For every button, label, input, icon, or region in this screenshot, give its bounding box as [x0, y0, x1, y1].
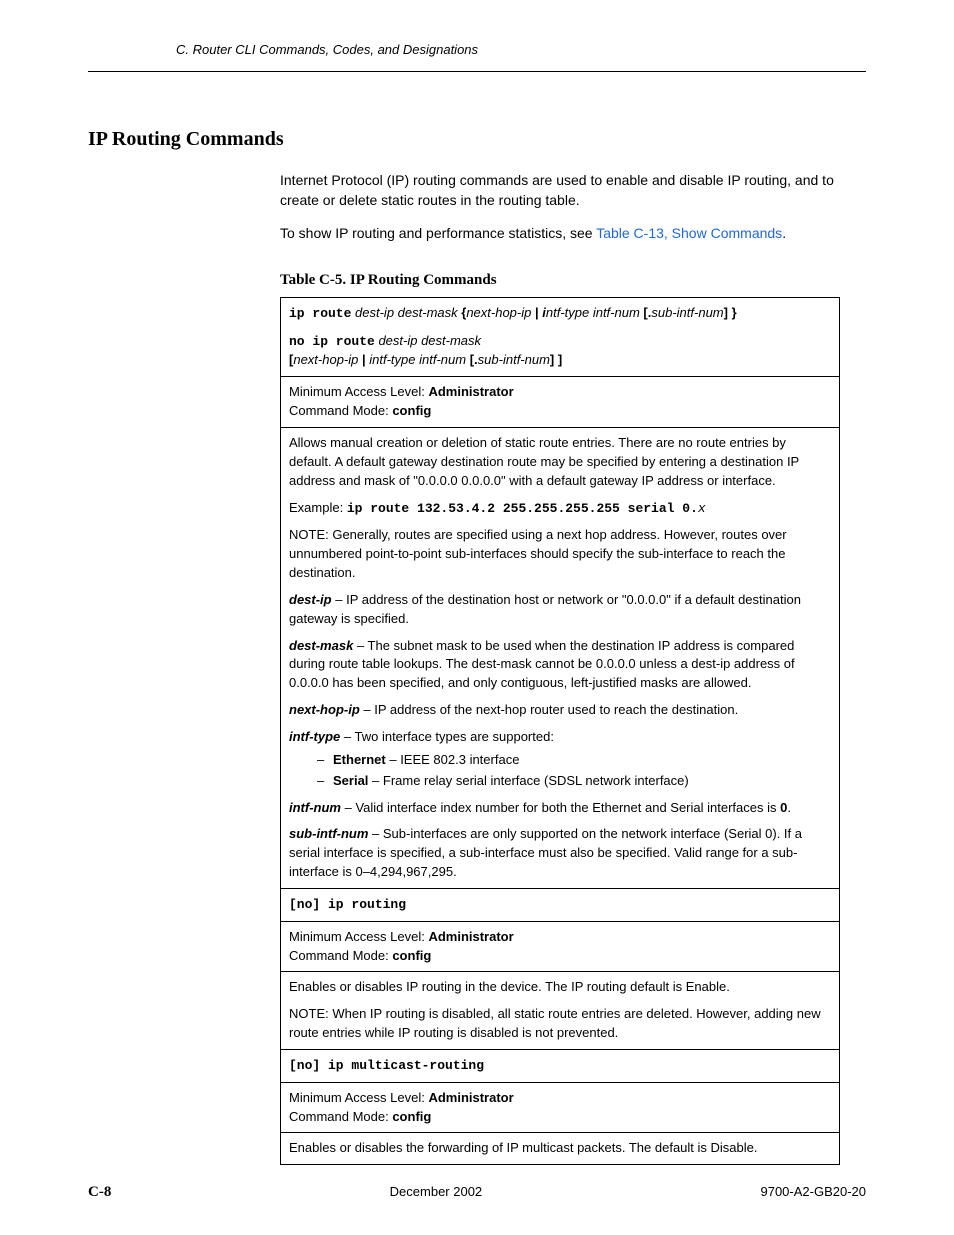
intro-paragraph-2: To show IP routing and performance stati…: [280, 224, 834, 244]
desc-multicast: Enables or disables the forwarding of IP…: [281, 1133, 840, 1165]
table-row: Minimum Access Level: Administrator Comm…: [281, 1082, 840, 1133]
opt-intf2: intf-type intf-num: [369, 352, 466, 367]
text-destip: – IP address of the destination host or …: [289, 592, 801, 626]
access-value: Administrator: [428, 384, 513, 399]
opt-next-hop2: next-hop-ip: [293, 352, 358, 367]
page-footer: C-8 December 2002 9700-A2-GB20-20: [0, 1184, 954, 1201]
term-destmask: dest-mask: [289, 638, 353, 653]
desc-multicast-para: Enables or disables the forwarding of IP…: [289, 1139, 831, 1158]
description-cell: Allows manual creation or deletion of st…: [281, 428, 840, 889]
running-header-text: C. Router CLI Commands, Codes, and Desig…: [176, 42, 778, 63]
access-label: Minimum Access Level:: [289, 929, 428, 944]
access-label: Minimum Access Level:: [289, 384, 428, 399]
mode-value: config: [392, 403, 431, 418]
access-mode-cell-3: Minimum Access Level: Administrator Comm…: [281, 1082, 840, 1133]
table-row: Allows manual creation or deletion of st…: [281, 428, 840, 889]
desc-nexthop: next-hop-ip – IP address of the next-hop…: [289, 701, 831, 720]
args2: dest-ip dest-mask: [375, 333, 481, 348]
term-subintf: sub-intf-num: [289, 826, 368, 841]
desc-example: Example: ip route 132.53.4.2 255.255.255…: [289, 499, 831, 519]
brace-close: }: [728, 305, 737, 320]
list-item: Serial – Frame relay serial interface (S…: [317, 772, 831, 791]
example-cmd: ip route 132.53.4.2 255.255.255.255 seri…: [347, 501, 698, 516]
table-caption: Table C-5. IP Routing Commands: [280, 272, 954, 289]
args: dest-ip dest-mask: [351, 305, 461, 320]
desc-subintf: sub-intf-num – Sub-interfaces are only s…: [289, 825, 831, 882]
desc-ip-routing-note: NOTE: When IP routing is disabled, all s…: [289, 1005, 831, 1043]
table-row: [no] ip routing: [281, 888, 840, 921]
sub-intf: sub-intf-num: [651, 305, 723, 320]
bracket-close2: ]: [554, 352, 562, 367]
term-intftype: intf-type: [289, 729, 340, 744]
show-commands-link[interactable]: Table C-13, Show Commands: [596, 225, 782, 241]
page-number: C-8: [88, 1184, 111, 1201]
intf-type-list: Ethernet – IEEE 802.3 interface Serial –…: [317, 751, 831, 791]
access-label: Minimum Access Level:: [289, 1090, 428, 1105]
access-mode-cell-2: Minimum Access Level: Administrator Comm…: [281, 921, 840, 972]
cmd-syntax-multicast: [no] ip multicast-routing: [281, 1049, 840, 1082]
text-serial: – Frame relay serial interface (SDSL net…: [368, 773, 688, 788]
footer-date: December 2002: [390, 1184, 483, 1201]
text-destmask: – The subnet mask to be used when the de…: [289, 638, 795, 691]
kw-ip-route: ip route: [289, 306, 351, 321]
kw-no-ip-route: no ip route: [289, 334, 375, 349]
text-nexthop: – IP address of the next-hop router used…: [360, 702, 738, 717]
example-label: Example:: [289, 500, 347, 515]
page: C. Router CLI Commands, Codes, and Desig…: [0, 0, 954, 1235]
pipe2: |: [358, 352, 369, 367]
desc-destip: dest-ip – IP address of the destination …: [289, 591, 831, 629]
running-header: C. Router CLI Commands, Codes, and Desig…: [88, 0, 866, 72]
desc-para1: Allows manual creation or deletion of st…: [289, 434, 831, 491]
term-serial: Serial: [333, 773, 368, 788]
desc-intfnum: intf-num – Valid interface index number …: [289, 799, 831, 818]
ip-routing-commands-table: ip route dest-ip dest-mask {next-hop-ip …: [280, 297, 840, 1166]
mode-value: config: [392, 1109, 431, 1124]
mode-label: Command Mode:: [289, 1109, 392, 1124]
cmd-syntax-ip-route: ip route dest-ip dest-mask {next-hop-ip …: [281, 297, 840, 377]
table-row: Enables or disables the forwarding of IP…: [281, 1133, 840, 1165]
term-ethernet: Ethernet: [333, 752, 386, 767]
mode-label: Command Mode:: [289, 403, 392, 418]
table-row: Minimum Access Level: Administrator Comm…: [281, 377, 840, 428]
intro-p2-prefix: To show IP routing and performance stati…: [280, 225, 596, 241]
text-ethernet: – IEEE 802.3 interface: [386, 752, 520, 767]
desc-ip-routing: Enables or disables IP routing in the de…: [281, 972, 840, 1050]
term-nexthop: next-hop-ip: [289, 702, 360, 717]
text-intftype: – Two interface types are supported:: [340, 729, 554, 744]
table-row: Minimum Access Level: Administrator Comm…: [281, 921, 840, 972]
text-intfnum-a: – Valid interface index number for both …: [341, 800, 780, 815]
opt-intf: ntf-type intf-num: [546, 305, 640, 320]
table-row: ip route dest-ip dest-mask {next-hop-ip …: [281, 297, 840, 377]
footer-docid: 9700-A2-GB20-20: [760, 1184, 866, 1201]
term-destip: dest-ip: [289, 592, 332, 607]
table-row: [no] ip multicast-routing: [281, 1049, 840, 1082]
table-row: Enables or disables IP routing in the de…: [281, 972, 840, 1050]
sub-intf2: sub-intf-num: [478, 352, 550, 367]
desc-note: NOTE: Generally, routes are specified us…: [289, 526, 831, 583]
access-mode-cell: Minimum Access Level: Administrator Comm…: [281, 377, 840, 428]
intro-p2-suffix: .: [782, 225, 786, 241]
bracket-open: [: [640, 305, 648, 320]
example-x: x: [698, 501, 706, 516]
cmd-syntax-ip-routing: [no] ip routing: [281, 888, 840, 921]
term-intfnum: intf-num: [289, 800, 341, 815]
bracket-open3: [: [466, 352, 474, 367]
desc-intftype: intf-type – Two interface types are supp…: [289, 728, 831, 747]
access-value: Administrator: [428, 929, 513, 944]
kw-no-ip-routing: [no] ip routing: [289, 897, 406, 912]
mode-label: Command Mode:: [289, 948, 392, 963]
mode-value: config: [392, 948, 431, 963]
list-item: Ethernet – IEEE 802.3 interface: [317, 751, 831, 770]
desc-ip-routing-para: Enables or disables IP routing in the de…: [289, 978, 831, 997]
opt-next-hop: next-hop-ip: [466, 305, 531, 320]
pipe: |: [531, 305, 542, 320]
intro-paragraph-1: Internet Protocol (IP) routing commands …: [280, 171, 834, 210]
access-value: Administrator: [428, 1090, 513, 1105]
section-title: IP Routing Commands: [88, 128, 954, 151]
kw-no-ip-multicast: [no] ip multicast-routing: [289, 1058, 484, 1073]
text-intfnum-b: .: [787, 800, 791, 815]
desc-destmask: dest-mask – The subnet mask to be used w…: [289, 637, 831, 694]
